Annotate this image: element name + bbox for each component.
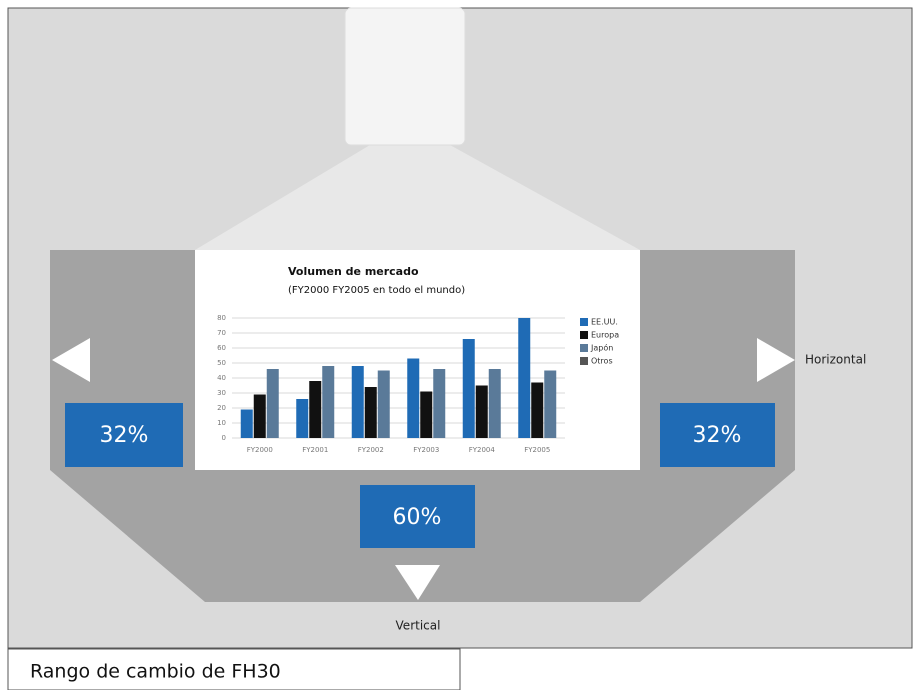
bar	[322, 366, 335, 438]
bar	[420, 391, 433, 438]
bar	[296, 399, 309, 438]
right-arrow	[757, 338, 795, 382]
bar	[475, 385, 488, 438]
bar	[309, 381, 322, 438]
bar	[433, 369, 446, 438]
bar	[266, 369, 279, 438]
legend-swatch	[580, 331, 588, 339]
caption: Rango de cambio de FH30	[30, 661, 281, 683]
right-percent: 32%	[693, 423, 742, 448]
left-percent: 32%	[100, 423, 149, 448]
x-tick-label: FY2002	[358, 446, 384, 454]
bar	[531, 382, 544, 438]
bottom-percent: 60%	[393, 505, 442, 530]
y-tick-label: 50	[217, 359, 226, 367]
chart-title: Volumen de mercado	[288, 265, 419, 278]
x-tick-label: FY2000	[247, 446, 273, 454]
bar	[351, 366, 364, 438]
legend-swatch	[580, 344, 588, 352]
x-tick-label: FY2005	[524, 446, 550, 454]
y-tick-label: 80	[217, 314, 226, 322]
bar	[407, 358, 420, 438]
legend-label: Otros	[591, 357, 613, 366]
chart-subtitle: (FY2000 FY2005 en todo el mundo)	[288, 285, 465, 296]
vertical-label: Vertical	[396, 619, 441, 633]
x-tick-label: FY2003	[413, 446, 439, 454]
bar	[240, 409, 253, 438]
x-tick-label: FY2004	[469, 446, 496, 454]
right-box	[660, 403, 775, 467]
down-arrow	[395, 565, 440, 600]
y-tick-label: 40	[217, 374, 226, 382]
x-tick-label: FY2001	[302, 446, 328, 454]
bar	[544, 370, 557, 438]
bar	[462, 339, 475, 438]
left-box	[65, 403, 183, 467]
y-tick-label: 60	[217, 344, 226, 352]
legend-swatch	[580, 357, 588, 365]
y-tick-label: 70	[217, 329, 226, 337]
legend-label: Japón	[590, 343, 613, 353]
legend-label: Europa	[591, 331, 619, 340]
y-tick-label: 20	[217, 404, 226, 412]
bar	[377, 370, 390, 438]
bar	[488, 369, 501, 438]
bar	[364, 387, 377, 438]
legend-label: EE.UU.	[591, 318, 618, 327]
left-arrow	[52, 338, 90, 382]
bar	[518, 318, 531, 438]
legend-swatch	[580, 318, 588, 326]
y-tick-label: 0	[222, 434, 226, 442]
bar	[253, 394, 266, 438]
horizontal-label: Horizontal	[805, 353, 866, 367]
light-beam	[195, 145, 640, 250]
y-tick-label: 30	[217, 389, 226, 397]
bottom-box	[360, 485, 475, 548]
y-tick-label: 10	[217, 419, 226, 427]
projector	[344, 7, 466, 146]
